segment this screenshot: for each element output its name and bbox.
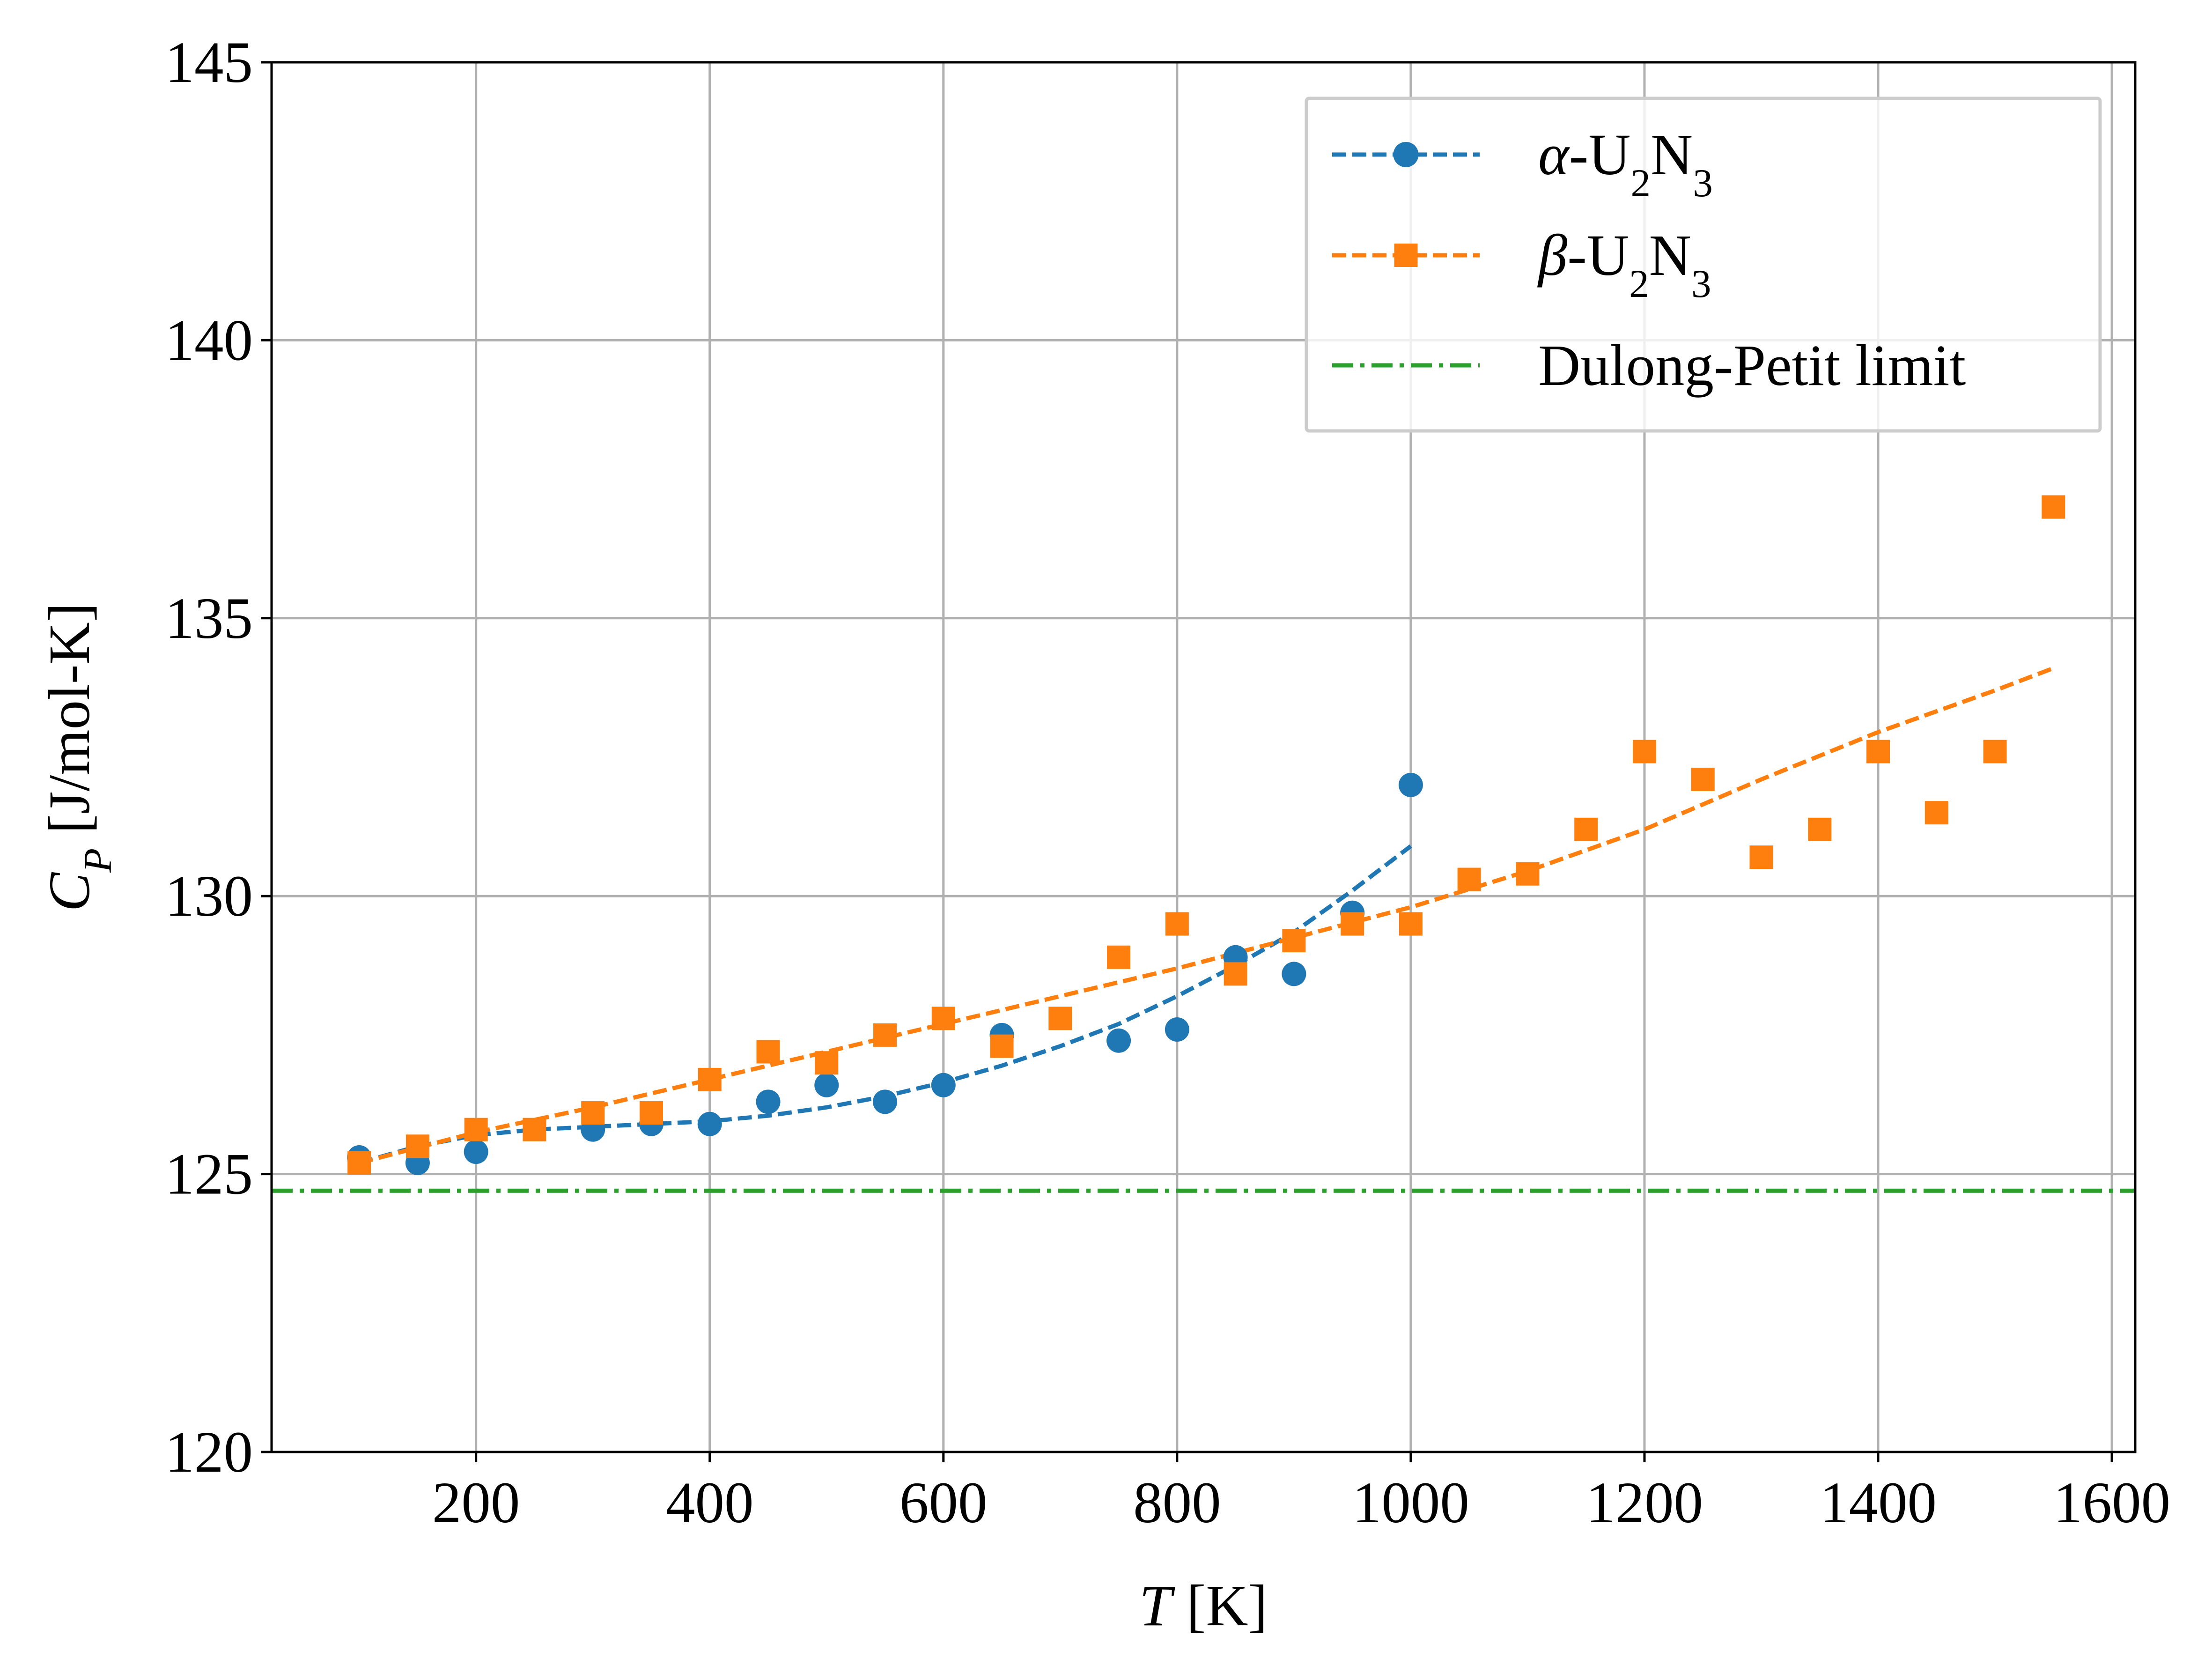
alpha-point-200 (464, 1140, 488, 1164)
x-tick-label-1200: 1200 (1586, 1471, 1703, 1535)
beta-point-100 (347, 1151, 371, 1175)
alpha-point-500 (814, 1073, 839, 1097)
beta-point-450 (756, 1040, 780, 1064)
legend-entry-beta: β-U2N3 (1332, 223, 1711, 306)
x-tick-label-1600: 1600 (2053, 1471, 2170, 1535)
legend-entry-dulong-petit: Dulong-Petit limit (1332, 333, 1966, 398)
beta-point-1500 (1983, 740, 2007, 763)
beta-point-550 (873, 1023, 897, 1047)
y-axis-label-symbol: C (37, 872, 102, 911)
data-points-layer (347, 495, 2065, 1175)
beta-point-750 (1107, 945, 1131, 969)
alpha-point-400 (697, 1111, 722, 1136)
y-tick-label-125: 125 (165, 1142, 253, 1207)
x-axis-label: T [K] (1139, 1574, 1268, 1638)
beta-point-400 (698, 1067, 722, 1091)
beta-point-500 (815, 1051, 839, 1075)
alpha-point-1000 (1398, 772, 1423, 797)
beta-point-150 (406, 1134, 429, 1158)
x-tick-label-1000: 1000 (1352, 1471, 1469, 1535)
beta-fit-curve (358, 666, 2054, 1165)
beta-point-1200 (1632, 740, 1656, 763)
alpha-point-900 (1282, 962, 1306, 986)
axis-ticks-layer: 200 400 600 800 1000 1200 1400 1600 120 125 130 135… (165, 30, 2171, 1535)
beta-point-900 (1282, 929, 1306, 953)
beta-point-1550 (2042, 495, 2065, 519)
beta-point-1150 (1574, 817, 1598, 841)
x-tick-label-400: 400 (666, 1471, 754, 1535)
alpha-fit-curve (358, 844, 1412, 1165)
beta-point-1350 (1808, 817, 1832, 841)
alpha-point-550 (873, 1089, 898, 1114)
alpha-point-600 (931, 1073, 956, 1097)
fit-curves-layer (358, 666, 2054, 1165)
alpha-point-800 (1165, 1017, 1189, 1042)
y-tick-label-135: 135 (165, 586, 253, 651)
alpha-point-450 (756, 1089, 781, 1114)
y-axis-label-subscript: P (76, 848, 120, 873)
legend-entry-alpha: α-U2N3 (1332, 123, 1713, 205)
legend-beta-label: β-U2N3 (1537, 223, 1711, 306)
x-tick-label-200: 200 (432, 1471, 520, 1535)
legend-alpha-marker (1393, 142, 1419, 167)
plot-area-frame (270, 61, 2137, 1453)
beta-point-700 (1048, 1007, 1072, 1030)
legend-alpha-label: α-U2N3 (1538, 123, 1713, 205)
beta-point-250 (523, 1118, 546, 1141)
y-tick-label-145: 145 (165, 30, 253, 95)
x-tick-label-600: 600 (900, 1471, 988, 1535)
alpha-point-750 (1106, 1028, 1131, 1053)
x-tick-label-1400: 1400 (1820, 1471, 1937, 1535)
beta-point-850 (1224, 962, 1247, 986)
beta-point-650 (990, 1034, 1014, 1058)
beta-point-1300 (1749, 845, 1773, 869)
y-axis-label-unit: [J/mol-K] (37, 603, 102, 848)
beta-point-200 (464, 1118, 488, 1141)
beta-point-1250 (1691, 767, 1715, 791)
y-axis-label: CP [J/mol-K] (37, 603, 120, 912)
beta-point-1100 (1516, 862, 1540, 886)
legend-dulong-petit-label: Dulong-Petit limit (1538, 333, 1966, 398)
beta-point-950 (1341, 912, 1364, 936)
x-tick-label-800: 800 (1133, 1471, 1221, 1535)
x-axis-label-symbol: T (1139, 1574, 1175, 1638)
beta-point-1400 (1866, 740, 1890, 763)
y-tick-label-140: 140 (165, 308, 253, 373)
legend-box (1305, 96, 2102, 433)
y-tick-label-120: 120 (165, 1420, 253, 1485)
beta-point-800 (1165, 912, 1189, 936)
y-tick-label-130: 130 (165, 864, 253, 929)
legend: α-U2N3 β-U2N3 Dulong-Petit limit (1305, 96, 2102, 433)
beta-point-300 (581, 1101, 605, 1125)
beta-point-350 (639, 1101, 663, 1125)
beta-point-1050 (1457, 867, 1481, 891)
beta-point-600 (931, 1007, 955, 1030)
legend-beta-marker (1394, 244, 1418, 267)
x-axis-label-unit: [K] (1172, 1574, 1268, 1638)
beta-point-1000 (1399, 912, 1423, 936)
beta-point-1450 (1924, 801, 1948, 825)
